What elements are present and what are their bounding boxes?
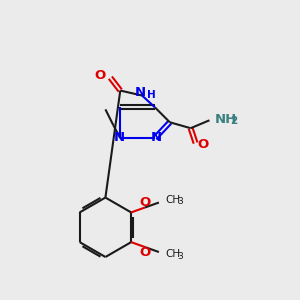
Text: O: O: [140, 196, 151, 209]
Text: CH: CH: [166, 194, 181, 205]
Text: H: H: [147, 89, 156, 100]
Text: 2: 2: [230, 116, 238, 126]
Text: O: O: [198, 138, 209, 151]
Text: NH: NH: [214, 113, 237, 126]
Text: O: O: [94, 69, 105, 82]
Text: CH: CH: [166, 249, 181, 259]
Text: N: N: [114, 130, 125, 144]
Text: N: N: [150, 130, 161, 144]
Text: O: O: [140, 245, 151, 259]
Text: 3: 3: [178, 197, 184, 206]
Text: 3: 3: [178, 251, 184, 260]
Text: N: N: [134, 86, 146, 99]
